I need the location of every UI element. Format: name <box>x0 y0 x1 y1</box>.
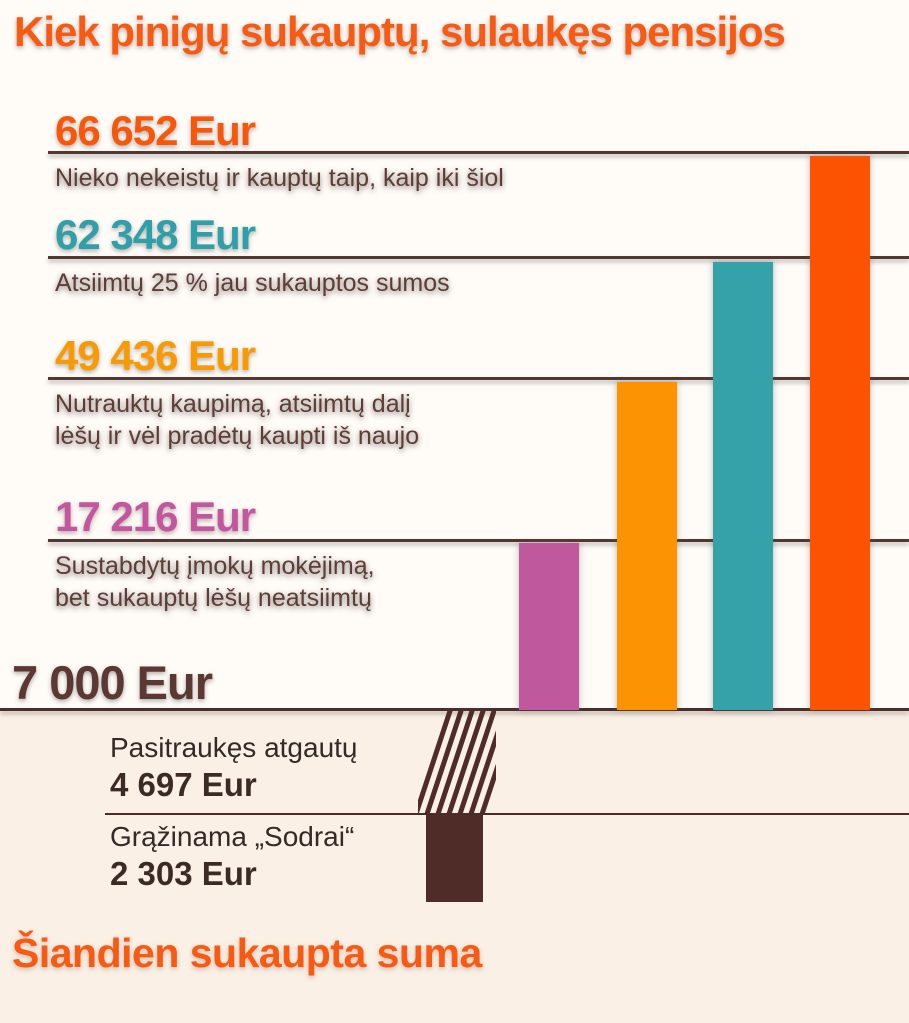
scenario-desc-4-line1: Sustabdytų įmokų mokėjimą, <box>55 552 375 580</box>
returned-label: Grąžinama „Sodrai“ <box>110 821 355 852</box>
bar-17216 <box>519 543 579 710</box>
recovered-value: 4 697 Eur <box>110 766 257 803</box>
bar-returned-sodra <box>426 815 483 902</box>
value-label-66652: 66 652 Eur <box>55 107 256 154</box>
gridline-49436 <box>48 377 909 380</box>
hatched-recovered-bar <box>418 711 496 814</box>
bar-66652 <box>810 156 870 710</box>
scenario-desc-4: Sustabdytų įmokų mokėjimą, bet sukauptų … <box>55 550 375 614</box>
value-label-49436: 49 436 Eur <box>55 332 256 379</box>
recovered-label: Pasitraukęs atgautų <box>110 732 358 763</box>
baseline-amount-label: 7 000 Eur <box>12 656 213 709</box>
scenario-desc-1: Nieko nekeistų ir kauptų taip, kaip iki … <box>55 162 504 194</box>
bar-49436 <box>617 382 677 710</box>
divider-returned-sodra <box>105 813 909 815</box>
recovered-block: Pasitraukęs atgautų 4 697 Eur <box>110 731 358 805</box>
gridline-66652 <box>48 151 909 154</box>
value-label-17216: 17 216 Eur <box>55 493 256 540</box>
footer-title: Šiandien sukaupta suma <box>12 930 482 976</box>
scenario-desc-3-line2: lėšų ir vėl pradėtų kaupti iš naujo <box>55 422 420 450</box>
gridline-17216 <box>48 539 909 542</box>
bar-62348 <box>713 262 773 710</box>
baseline-7000 <box>0 708 909 711</box>
scenario-desc-2-line1: Atsiimtų 25 % jau sukauptos sumos <box>55 269 450 297</box>
returned-block: Grąžinama „Sodrai“ 2 303 Eur <box>110 820 354 894</box>
scenario-desc-3: Nutrauktų kaupimą, atsiimtų dalį lėšų ir… <box>55 388 419 452</box>
value-label-62348: 62 348 Eur <box>55 211 256 258</box>
gridline-62348 <box>48 256 909 259</box>
chart-title: Kiek pinigų sukauptų, sulaukęs pensijos <box>14 8 786 55</box>
returned-value: 2 303 Eur <box>110 855 257 892</box>
scenario-desc-3-line1: Nutrauktų kaupimą, atsiimtų dalį <box>55 390 411 418</box>
scenario-desc-4-line2: bet sukauptų lėšų neatsiimtų <box>55 584 372 612</box>
scenario-desc-1-line1: Nieko nekeistų ir kauptų taip, kaip iki … <box>55 164 504 192</box>
scenario-desc-2: Atsiimtų 25 % jau sukauptos sumos <box>55 267 450 299</box>
